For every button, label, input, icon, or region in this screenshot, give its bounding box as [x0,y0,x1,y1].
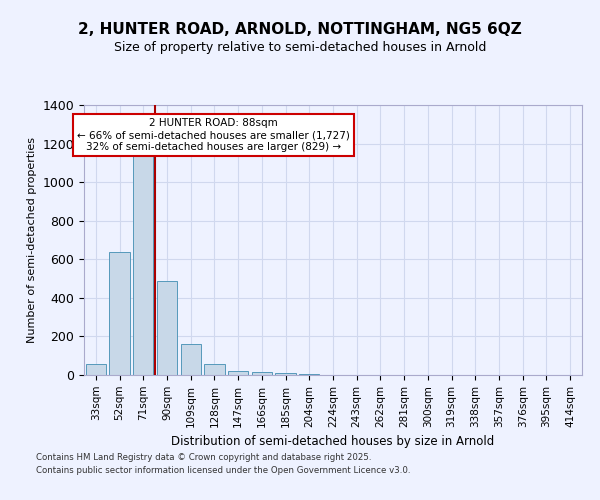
Bar [109,252,130,375]
Bar [275,374,296,375]
Text: 2 HUNTER ROAD: 88sqm
← 66% of semi-detached houses are smaller (1,727)
32% of se: 2 HUNTER ROAD: 88sqm ← 66% of semi-detac… [77,118,350,152]
Text: Contains HM Land Registry data © Crown copyright and database right 2025.: Contains HM Land Registry data © Crown c… [36,452,371,462]
Bar [86,364,106,375]
Text: 2, HUNTER ROAD, ARNOLD, NOTTINGHAM, NG5 6QZ: 2, HUNTER ROAD, ARNOLD, NOTTINGHAM, NG5 … [78,22,522,38]
Text: Contains public sector information licensed under the Open Government Licence v3: Contains public sector information licen… [36,466,410,475]
Bar [157,280,177,375]
Bar [299,374,319,375]
Bar [181,344,201,375]
Bar [228,371,248,375]
Y-axis label: Number of semi-detached properties: Number of semi-detached properties [27,137,37,343]
Bar [205,364,224,375]
X-axis label: Distribution of semi-detached houses by size in Arnold: Distribution of semi-detached houses by … [172,435,494,448]
Bar [252,372,272,375]
Text: Size of property relative to semi-detached houses in Arnold: Size of property relative to semi-detach… [114,41,486,54]
Bar [133,150,154,375]
